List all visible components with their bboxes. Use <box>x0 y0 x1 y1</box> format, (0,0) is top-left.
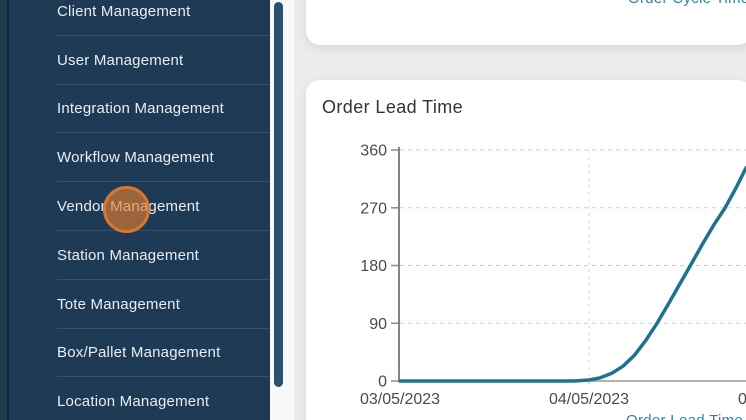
sidebar-item-label: Location Management <box>57 393 210 411</box>
sidebar-item-station-management[interactable]: Station Management <box>9 231 270 280</box>
order-cycle-time-legend[interactable]: Order Cycle Time <box>628 0 746 7</box>
sidebar-item-client-management[interactable]: Client Management <box>9 0 270 36</box>
sidebar-left-rail <box>0 0 7 420</box>
sidebar-item-label: Client Management <box>57 2 191 20</box>
sidebar-item-box-pallet-management[interactable]: Box/Pallet Management <box>9 329 270 378</box>
admin-sidebar: Client Management User Management Integrat… <box>9 0 270 420</box>
sidebar-item-location-management[interactable]: Location Management <box>9 377 270 420</box>
legend-label: Order Lead Time <box>626 412 743 420</box>
sidebar-item-label: Box/Pallet Management <box>57 344 221 362</box>
sidebar-item-label: Workflow Management <box>57 149 214 167</box>
sidebar-item-tote-management[interactable]: Tote Management <box>9 280 270 329</box>
sidebar-scrollbar-thumb[interactable] <box>274 2 283 387</box>
sidebar-item-user-management[interactable]: User Management <box>9 36 270 85</box>
order-cycle-time-card <box>306 0 746 45</box>
order-lead-time-card: Order Lead Time <box>306 80 746 420</box>
sidebar-item-label: Station Management <box>57 246 200 264</box>
sidebar-menu: Client Management User Management Integrat… <box>9 0 270 420</box>
sidebar-item-workflow-management[interactable]: Workflow Management <box>9 133 270 182</box>
click-indicator-circle <box>103 186 150 233</box>
sidebar-item-label: Tote Management <box>57 295 181 313</box>
sidebar-item-label: User Management <box>57 51 184 69</box>
sidebar-rail-divider <box>7 0 9 420</box>
chart-title: Order Lead Time <box>322 97 464 117</box>
sidebar-item-integration-management[interactable]: Integration Management <box>9 85 270 134</box>
order-lead-time-legend[interactable]: Order Lead Time <box>590 412 743 420</box>
sidebar-item-label: Integration Management <box>57 100 225 118</box>
